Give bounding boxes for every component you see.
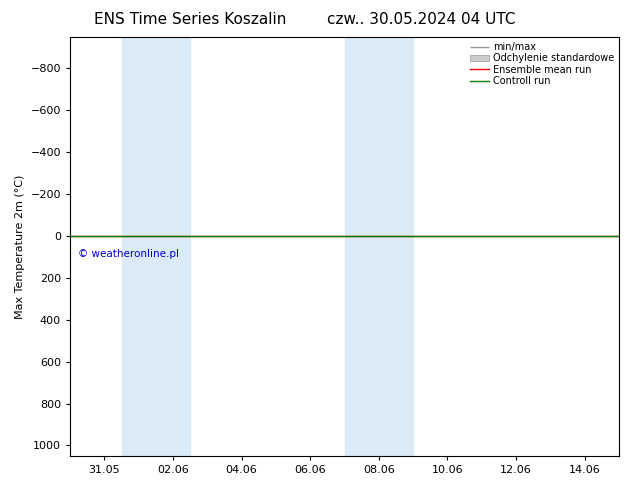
Bar: [344, 37, 413, 456]
Y-axis label: Max Temperature 2m (°C): Max Temperature 2m (°C): [15, 174, 25, 318]
Text: © weatheronline.pl: © weatheronline.pl: [79, 249, 179, 259]
Legend: min/max, Odchylenie standardowe, Ensemble mean run, Controll run: min/max, Odchylenie standardowe, Ensembl…: [468, 40, 616, 88]
Text: ENS Time Series Koszalin: ENS Time Series Koszalin: [94, 12, 287, 27]
Text: czw.. 30.05.2024 04 UTC: czw.. 30.05.2024 04 UTC: [327, 12, 516, 27]
Bar: [122, 37, 190, 456]
